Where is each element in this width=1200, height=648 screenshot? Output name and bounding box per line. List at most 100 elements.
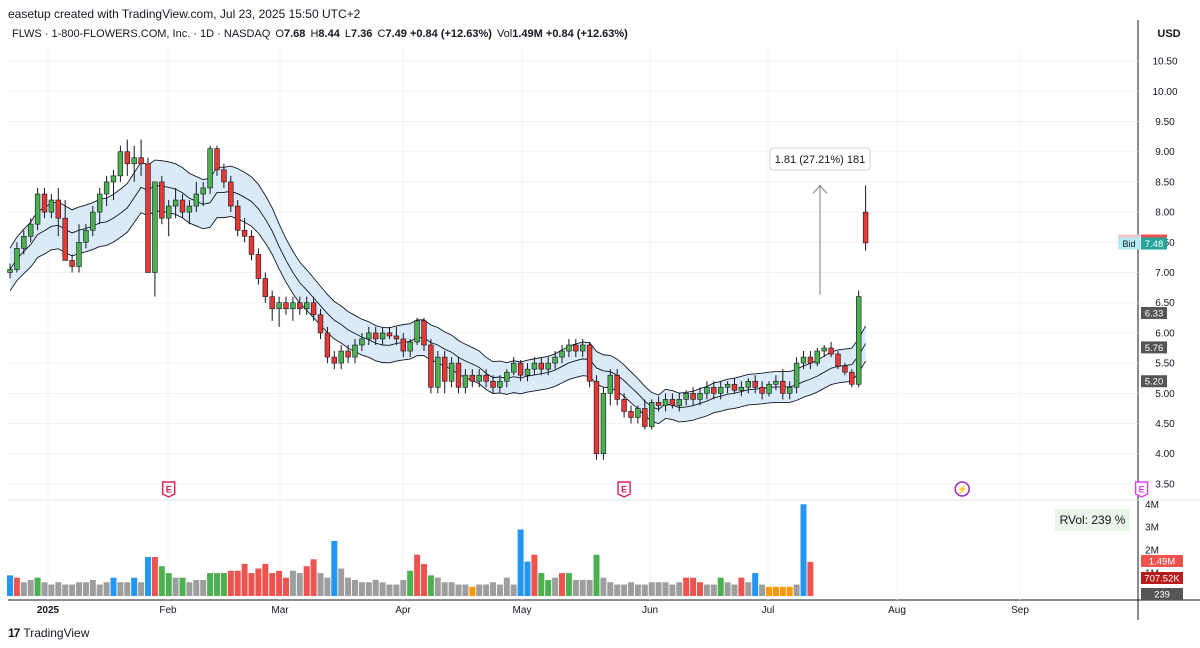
volume-bar [793, 584, 800, 596]
candle-body [786, 386, 793, 394]
time-tick-label: Mar [271, 605, 289, 616]
volume-bar [269, 573, 276, 596]
volume-label: Vol [496, 28, 513, 40]
candle-body [214, 148, 220, 171]
price-tick-label: 5.50 [1155, 359, 1175, 370]
high-label: H [310, 28, 319, 40]
time-tick-label: 2025 [37, 605, 60, 616]
volume-bar [621, 584, 628, 596]
candle-body [462, 374, 469, 388]
candle-body [331, 356, 337, 364]
volume-bar [193, 579, 200, 596]
price-label-bg [1141, 341, 1167, 354]
earnings-event-icon [1134, 481, 1149, 498]
candle-body [207, 148, 213, 189]
volume-bar [227, 570, 234, 596]
candle-body [76, 242, 82, 267]
candle-body [83, 229, 89, 243]
price-tick-label: 8.50 [1155, 177, 1175, 188]
volume-bar [207, 573, 214, 596]
volume-bar [600, 577, 607, 596]
candle-body [586, 344, 593, 382]
volume-bar [200, 579, 207, 596]
volume-label-value: 707.52K [1144, 574, 1180, 585]
volume-bar [462, 584, 469, 596]
price-label-value: 6.33 [1145, 308, 1164, 319]
candle-body [559, 350, 565, 358]
price-tick-label: 9.00 [1155, 147, 1175, 158]
currency-button[interactable]: USD [1157, 28, 1181, 40]
candle-body [14, 248, 20, 270]
candle-body [455, 362, 462, 388]
candle-body [310, 302, 317, 316]
volume-bar [483, 584, 490, 596]
volume-bar [614, 584, 621, 596]
price-tick-label: 8.00 [1155, 208, 1175, 219]
envelope-upper-line [9, 159, 866, 396]
candle-body [759, 386, 765, 394]
volume-bar [766, 586, 772, 596]
candle-body [828, 347, 834, 355]
measure-label-box [769, 147, 871, 171]
candle-body [131, 157, 137, 165]
volume-label-bg [1141, 588, 1183, 600]
volume-bar [386, 584, 393, 596]
volume-bar [310, 559, 317, 596]
volume-bar [331, 540, 338, 596]
volume-bar [41, 582, 48, 596]
candle-body [338, 350, 344, 364]
candle-body [393, 335, 400, 340]
measure-label: 1.81 (27.21%) 181 [775, 154, 866, 166]
candle-body [690, 393, 696, 400]
volume-bar [234, 570, 241, 596]
volume-bar [400, 579, 407, 596]
candle-body [297, 302, 303, 310]
candle-body [807, 356, 814, 364]
candle-body [842, 365, 848, 373]
volume-bar [145, 557, 151, 596]
candle-body [731, 383, 738, 391]
volume-bar [448, 582, 455, 596]
volume-bar [338, 568, 345, 596]
volume-bar [752, 573, 759, 596]
price-tick-label: 10.00 [1152, 87, 1177, 98]
volume-value: 1.49M [512, 28, 543, 40]
event-glyph: E [621, 485, 627, 495]
price-label-value: 7.48 [1145, 239, 1164, 250]
tradingview-logo[interactable]: 17 TradingView [8, 626, 89, 640]
volume-bar [262, 563, 269, 596]
volume-bar [131, 577, 138, 596]
candle-body [683, 393, 689, 400]
volume-bar [469, 586, 476, 596]
candle-body [241, 229, 248, 237]
volume-bar [710, 584, 717, 596]
candle-body [497, 380, 503, 388]
event-glyph: E [166, 485, 172, 495]
volume-bar [779, 586, 786, 596]
candle-body [490, 380, 496, 388]
price-label-value: 5.76 [1145, 343, 1164, 354]
volume-bar [496, 584, 503, 596]
symbol-title[interactable]: FLWS · 1-800-FLOWERS.COM, Inc. · 1D · NA… [12, 28, 271, 40]
volume-bar [248, 573, 255, 596]
volume-label-value: 1.49M [1149, 557, 1175, 568]
volume-bar [393, 584, 400, 596]
volume-bar [345, 577, 352, 596]
candle-body [69, 260, 75, 267]
candle-body [800, 356, 807, 364]
candle-body [124, 151, 131, 165]
candle-body [62, 217, 68, 261]
candle-body [235, 205, 241, 231]
candle-body [566, 344, 572, 352]
candle-body [780, 380, 786, 394]
volume-label-value: 239 [1154, 590, 1170, 601]
candle-body [835, 353, 841, 367]
high-value: 8.44 [318, 28, 340, 40]
volume-bar [214, 573, 220, 596]
volume-bar [124, 582, 131, 596]
volume-bar [179, 577, 186, 596]
measure-arrowhead [812, 184, 828, 194]
volume-bar [414, 554, 421, 596]
low-value: 7.36 [351, 28, 373, 40]
